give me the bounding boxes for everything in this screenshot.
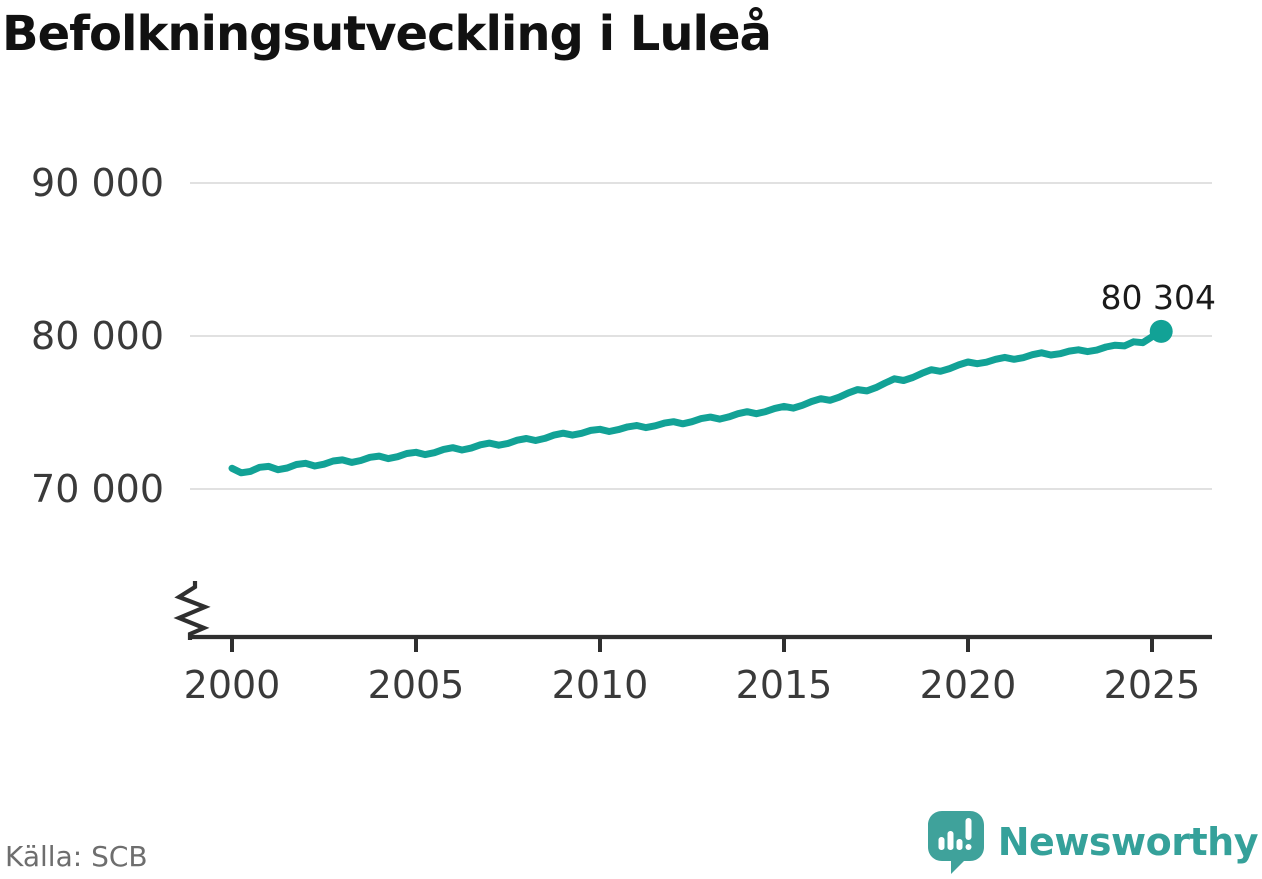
x-tick-label: 2000 [184, 663, 281, 707]
y-tick-label: 80 000 [31, 314, 164, 358]
population-line [228, 327, 1165, 477]
newsworthy-branding: Newsworthy [927, 810, 1259, 874]
newsworthy-wordmark: Newsworthy [997, 820, 1259, 864]
y-tick-label: 70 000 [31, 467, 164, 511]
page-title: Befolkningsutveckling i Luleå [2, 6, 772, 62]
latest-value-dot [1149, 319, 1173, 343]
latest-value-label: 80 304 [1101, 278, 1216, 317]
gridlines [190, 182, 1212, 490]
x-tick-label: 2025 [1104, 663, 1201, 707]
x-tick-label: 2005 [368, 663, 465, 707]
source-note: Källa: SCB [5, 840, 148, 873]
data-series: 80 304 [228, 278, 1216, 477]
y-axis-labels: 70 000 80 000 90 000 [31, 161, 164, 511]
x-tick-label: 2020 [920, 663, 1017, 707]
x-tick-label: 2010 [552, 663, 649, 707]
x-tick-label: 2015 [736, 663, 833, 707]
y-axis-break-icon [173, 581, 211, 640]
newsworthy-logo-icon [927, 811, 984, 874]
y-tick-label: 90 000 [31, 161, 164, 205]
x-axis-ticks: 2000 2005 2010 2015 2020 2025 [184, 637, 1201, 707]
